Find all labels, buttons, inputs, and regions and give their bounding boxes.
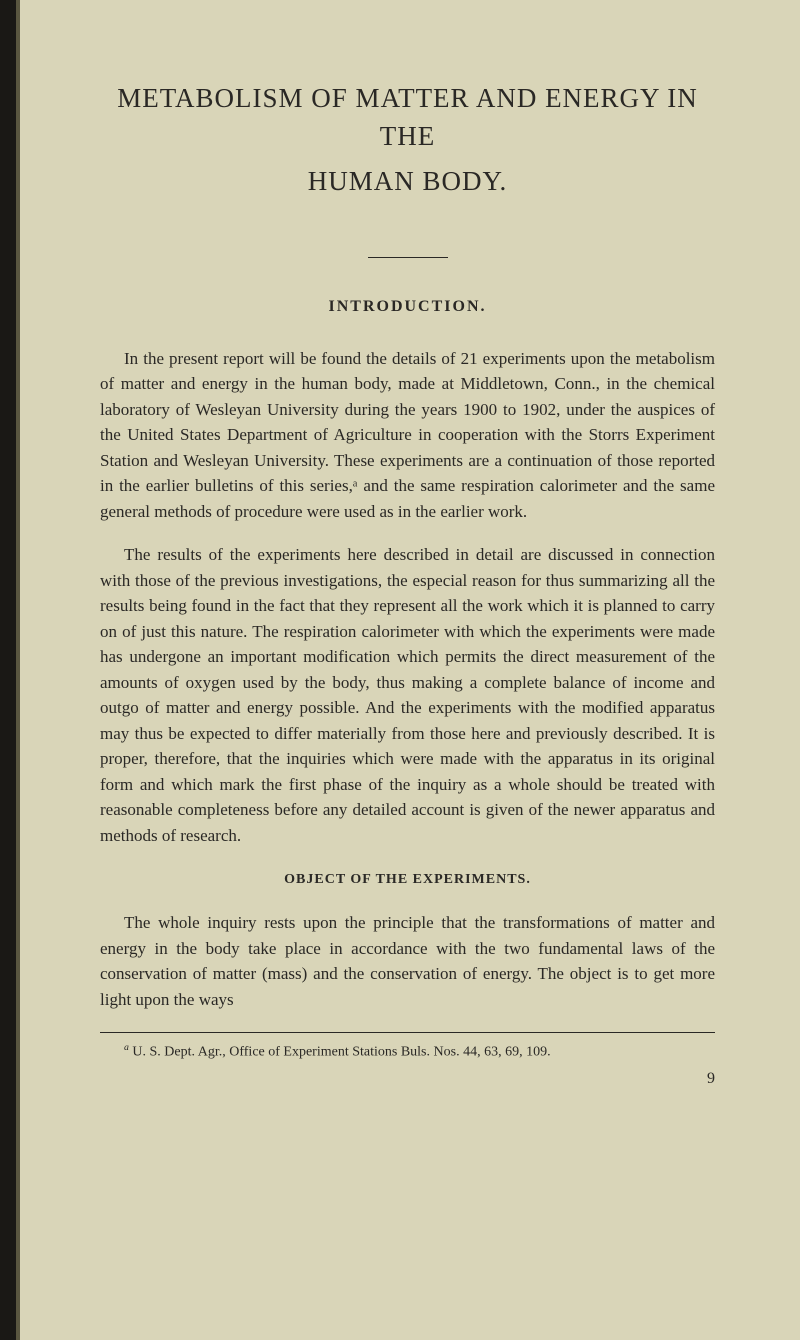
paragraph-1: In the present report will be found the … <box>100 346 715 525</box>
footnote-text: U. S. Dept. Agr., Office of Experiment S… <box>132 1045 550 1060</box>
section-heading: INTRODUCTION. <box>100 298 715 316</box>
footnote: a U. S. Dept. Agr., Office of Experiment… <box>100 1041 715 1062</box>
main-title-line1: METABOLISM OF MATTER AND ENERGY IN THE <box>100 80 715 156</box>
title-divider <box>368 257 448 258</box>
paragraph-3: The whole inquiry rests upon the princip… <box>100 910 715 1012</box>
left-accent <box>16 0 20 1340</box>
footnote-marker: a <box>124 1042 129 1053</box>
page-number: 9 <box>100 1070 715 1088</box>
paragraph-2: The results of the experiments here desc… <box>100 542 715 848</box>
main-title-line2: HUMAN BODY. <box>100 166 715 197</box>
subsection-heading: OBJECT OF THE EXPERIMENTS. <box>100 872 715 888</box>
footnote-divider <box>100 1032 715 1033</box>
left-border <box>0 0 16 1340</box>
